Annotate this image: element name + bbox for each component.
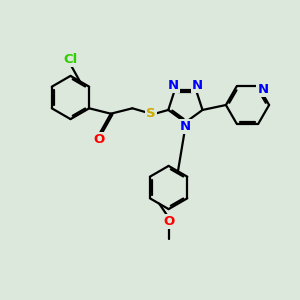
Text: N: N xyxy=(192,80,203,92)
Text: O: O xyxy=(93,133,104,146)
Text: O: O xyxy=(163,215,174,228)
Text: S: S xyxy=(146,107,156,120)
Text: N: N xyxy=(257,83,269,96)
Text: N: N xyxy=(168,80,179,92)
Text: Cl: Cl xyxy=(63,53,78,66)
Text: N: N xyxy=(180,120,191,133)
